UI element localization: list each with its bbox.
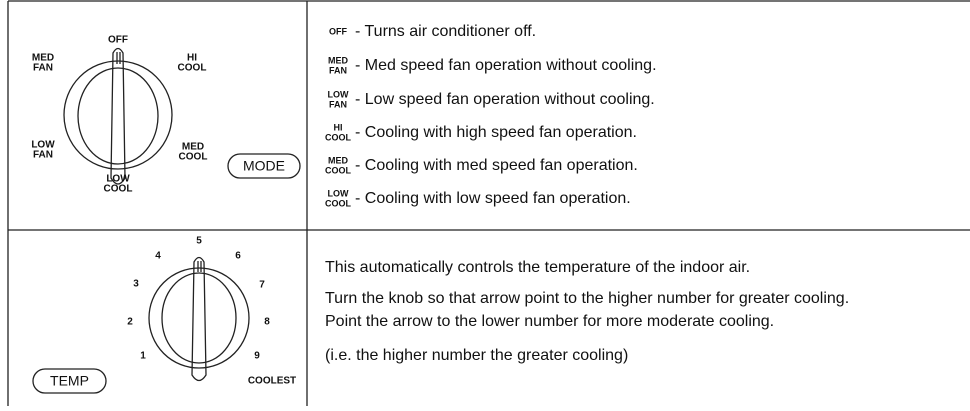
mode-dial [63, 47, 173, 185]
dial-number: 9 [254, 351, 260, 362]
abbreviation: COOL [325, 198, 352, 208]
table-lines [7, 0, 970, 406]
dial-label: MED [182, 142, 204, 153]
abbreviation: OFF [329, 26, 347, 36]
paragraph: (i.e. the higher number the greater cool… [325, 347, 628, 364]
button-label: TEMP [50, 373, 89, 389]
dial-label: OFF [108, 35, 128, 46]
abbreviation: LOW [328, 188, 349, 198]
description: - Low speed fan operation without coolin… [355, 91, 655, 108]
abbreviation: COOL [325, 165, 352, 175]
button-label: MODE [243, 158, 285, 174]
dial-number: 5 [196, 236, 202, 247]
abbreviation: FAN [329, 99, 347, 109]
paragraph: Turn the knob so that arrow point to the… [325, 290, 849, 307]
abbreviation: HI [334, 122, 343, 132]
mode-button [227, 153, 301, 179]
dial-number: 6 [235, 251, 241, 262]
abbreviation: LOW [328, 89, 349, 99]
abbreviation: COOL [325, 132, 352, 142]
dial-label: HI [187, 53, 197, 64]
dial-label: LOW [31, 140, 55, 151]
dial-label: COOL [178, 63, 207, 74]
abbreviation: FAN [329, 65, 347, 75]
description: - Med speed fan operation without coolin… [355, 57, 657, 74]
dial-label: FAN [33, 63, 53, 74]
dial-label: LOW [106, 174, 130, 185]
description: - Cooling with med speed fan operation. [355, 157, 638, 174]
dial-label: COOL [104, 184, 133, 195]
dial-number: 4 [155, 251, 161, 262]
paragraph: Point the arrow to the lower number for … [325, 313, 774, 330]
dial-number: 8 [264, 317, 270, 328]
dial-number: 2 [127, 317, 133, 328]
abbreviation: MED [328, 155, 349, 165]
paragraph: This automatically controls the temperat… [325, 259, 750, 276]
temp-dial [148, 256, 250, 382]
dial-label: FAN [33, 150, 53, 161]
description: - Turns air conditioner off. [355, 23, 536, 40]
description: - Cooling with high speed fan operation. [355, 124, 637, 141]
dial-label: COOL [179, 152, 208, 163]
temp-button [32, 368, 107, 394]
description: - Cooling with low speed fan operation. [355, 190, 631, 207]
dial-label: MED [32, 53, 54, 64]
abbreviation: MED [328, 55, 349, 65]
dial-label: COOLEST [248, 376, 296, 387]
dial-number: 1 [140, 351, 146, 362]
dial-number: 7 [259, 280, 265, 291]
dial-number: 3 [133, 279, 139, 290]
